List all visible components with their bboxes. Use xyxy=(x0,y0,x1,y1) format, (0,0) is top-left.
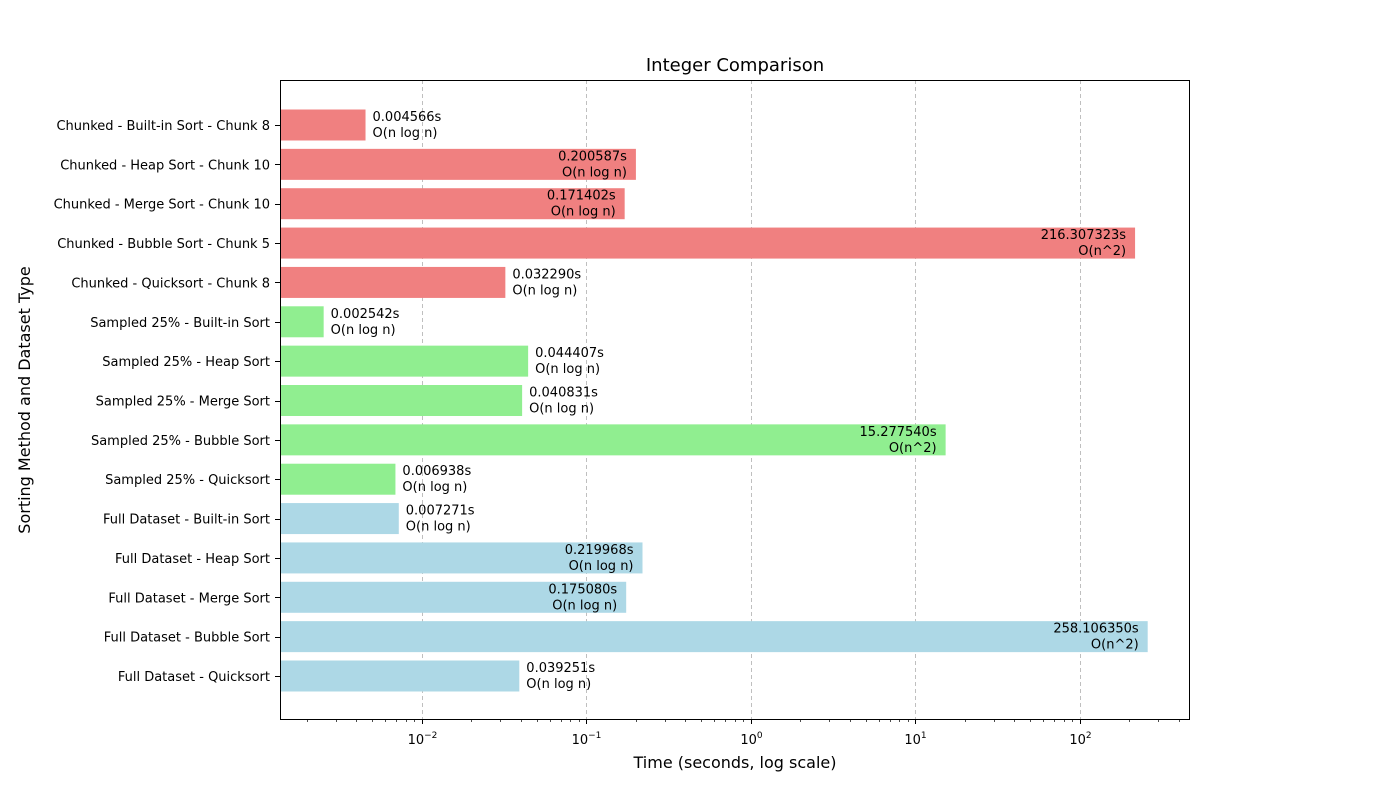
y-tick-label: Sampled 25% - Bubble Sort xyxy=(91,434,270,449)
x-tick-label: 100 xyxy=(740,731,763,748)
data-label-complexity: O(n log n) xyxy=(535,362,600,377)
x-tick-label: 10−2 xyxy=(408,731,438,748)
data-label-complexity: O(n log n) xyxy=(552,598,617,613)
y-tick-label: Full Dataset - Built-in Sort xyxy=(103,513,270,528)
data-label-time: 0.219968s xyxy=(565,543,634,558)
bar xyxy=(280,345,529,377)
data-label-time: 0.002542s xyxy=(331,307,400,322)
y-tick-label: Full Dataset - Bubble Sort xyxy=(104,631,270,646)
bars-layer xyxy=(280,109,1148,692)
data-label-complexity: O(n^2) xyxy=(1091,638,1139,653)
data-label-complexity: O(n log n) xyxy=(551,205,616,220)
y-tick-label: Sampled 25% - Merge Sort xyxy=(96,395,270,410)
bar xyxy=(280,463,396,495)
bar xyxy=(280,227,1136,259)
x-tick-label: 101 xyxy=(904,731,926,748)
y-tick-label: Chunked - Merge Sort - Chunk 10 xyxy=(54,198,270,213)
data-label-time: 0.007271s xyxy=(406,504,475,519)
bar xyxy=(280,148,636,180)
data-label-complexity: O(n log n) xyxy=(562,165,627,180)
y-tick-label: Chunked - Built-in Sort - Chunk 8 xyxy=(56,119,270,134)
bar xyxy=(280,109,366,141)
data-label-time: 15.277540s xyxy=(860,425,937,440)
bar xyxy=(280,542,643,574)
y-tick-label: Sampled 25% - Heap Sort xyxy=(102,355,270,370)
data-label-time: 0.040831s xyxy=(529,386,598,401)
y-tick-label: Chunked - Heap Sort - Chunk 10 xyxy=(60,158,270,173)
bar xyxy=(280,385,523,416)
data-label-time: 0.006938s xyxy=(402,464,471,479)
data-label-complexity: O(n^2) xyxy=(889,441,937,456)
bar xyxy=(280,266,506,298)
chart-title: Integer Comparison xyxy=(646,55,824,76)
data-label-time: 0.171402s xyxy=(547,189,616,204)
x-axis-label: Time (seconds, log scale) xyxy=(633,753,837,772)
x-ticks-layer: 10−2 10−1 100 101 102 xyxy=(307,719,1180,748)
data-label-time: 0.044407s xyxy=(535,346,604,361)
y-axis-label: Sorting Method and Dataset Type xyxy=(15,266,34,533)
data-label-complexity: O(n log n) xyxy=(373,126,438,141)
y-tick-label: Sampled 25% - Built-in Sort xyxy=(90,316,270,331)
bar xyxy=(280,621,1148,653)
bar xyxy=(280,503,399,535)
y-tick-label: Full Dataset - Merge Sort xyxy=(108,591,270,606)
data-label-time: 216.307323s xyxy=(1041,228,1127,243)
y-ticks-layer: Chunked - Built-in Sort - Chunk 8 Chunked… xyxy=(54,119,280,685)
data-label-complexity: O(n log n) xyxy=(512,283,577,298)
data-label-time: 258.106350s xyxy=(1053,622,1139,637)
y-tick-label: Chunked - Quicksort - Chunk 8 xyxy=(71,276,270,291)
data-label-time: 0.032290s xyxy=(512,267,581,282)
data-label-time: 0.004566s xyxy=(373,110,442,125)
data-label-time: 0.200587s xyxy=(558,149,627,164)
bar xyxy=(280,581,627,613)
data-label-time: 0.175080s xyxy=(548,582,617,597)
data-label-complexity: O(n log n) xyxy=(402,480,467,495)
x-tick-label: 10−1 xyxy=(572,731,602,748)
y-tick-label: Chunked - Bubble Sort - Chunk 5 xyxy=(57,237,270,252)
bar xyxy=(280,424,946,456)
data-label-complexity: O(n log n) xyxy=(526,677,591,692)
data-label-complexity: O(n log n) xyxy=(569,559,634,574)
data-label-complexity: O(n log n) xyxy=(406,520,471,535)
y-tick-label: Full Dataset - Quicksort xyxy=(118,670,270,685)
bar xyxy=(280,188,625,220)
data-label-complexity: O(n log n) xyxy=(529,402,594,417)
x-tick-label: 102 xyxy=(1069,731,1091,748)
data-label-complexity: O(n log n) xyxy=(331,323,396,338)
data-label-time: 0.039251s xyxy=(526,661,595,676)
bar xyxy=(280,660,520,692)
bar xyxy=(280,306,324,338)
y-tick-label: Sampled 25% - Quicksort xyxy=(105,473,270,488)
y-tick-label: Full Dataset - Heap Sort xyxy=(115,552,270,567)
data-label-complexity: O(n^2) xyxy=(1078,244,1126,259)
plot-frame xyxy=(280,80,1190,720)
